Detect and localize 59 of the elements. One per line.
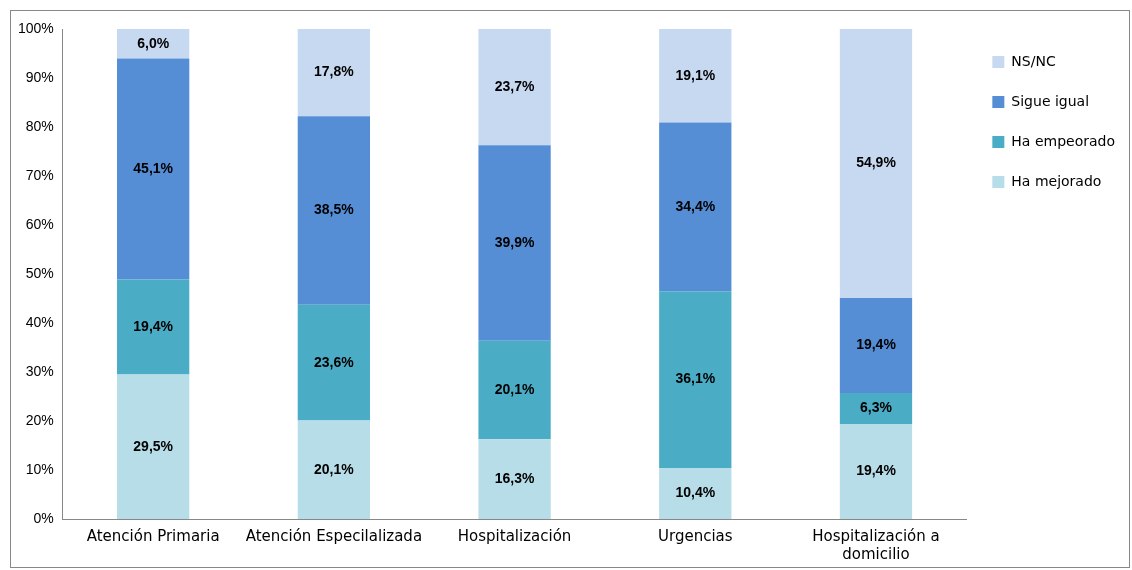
x-tick-label: Atención Primaria (86, 526, 220, 545)
data-label: 19,4% (856, 336, 897, 353)
bar (659, 468, 732, 519)
y-tick-label: 10% (25, 460, 54, 477)
y-tick-label: 70% (25, 166, 54, 183)
bar (659, 29, 732, 123)
y-tick-label: 20% (25, 411, 54, 428)
data-label: 36,1% (675, 370, 716, 387)
y-tick-label: 100% (17, 19, 54, 36)
bar (297, 304, 371, 421)
bar (117, 279, 190, 375)
bar (478, 340, 551, 440)
bar (117, 58, 190, 280)
legend-label: NS/NC (1011, 52, 1056, 69)
data-label: 54,9% (856, 154, 897, 171)
bar (839, 393, 913, 424)
bar (117, 374, 190, 519)
data-label: 23,7% (494, 77, 535, 94)
bar (478, 145, 551, 341)
data-label: 23,6% (314, 353, 355, 370)
bar (478, 29, 551, 146)
data-label: 20,1% (494, 380, 535, 397)
bar (297, 29, 371, 117)
data-label: 34,4% (675, 197, 716, 214)
data-label: 45,1% (133, 159, 174, 176)
data-label: 6,3% (860, 399, 893, 416)
data-label: 19,1% (675, 66, 716, 83)
data-label: 38,5% (314, 201, 355, 218)
bar (297, 420, 371, 519)
data-label: 16,3% (494, 469, 535, 486)
y-tick-label: 80% (25, 117, 54, 134)
data-label: 20,1% (314, 460, 355, 477)
bar (839, 423, 913, 519)
data-label: 6,0% (137, 34, 170, 51)
x-tick-label: Hospitalización (457, 526, 572, 545)
bar (839, 29, 913, 299)
y-tick-label: 60% (25, 215, 54, 232)
data-label: 10,4% (675, 484, 716, 501)
data-label: 19,4% (856, 462, 897, 479)
data-label: 39,9% (494, 233, 535, 250)
y-tick-label: 90% (25, 68, 54, 85)
data-label: 17,8% (314, 63, 355, 80)
data-label: 19,4% (133, 317, 174, 334)
legend-label: Ha empeorado (1011, 132, 1116, 149)
bar (659, 122, 732, 292)
bar (659, 291, 732, 469)
bar (297, 116, 371, 305)
y-tick-label: 50% (25, 264, 54, 281)
y-tick-label: 0% (33, 509, 54, 526)
x-tick-label: Hospitalización a domicilio (812, 526, 940, 563)
bar (478, 439, 551, 519)
data-label: 29,5% (133, 437, 174, 454)
bar (839, 298, 913, 394)
legend-label: Sigue igual (1011, 92, 1090, 109)
legend-label: Ha mejorado (1011, 172, 1102, 189)
x-tick-label: Urgencias (658, 526, 733, 545)
x-tick-label: Atención Especilalizada (245, 526, 423, 545)
y-tick-label: 40% (25, 313, 54, 330)
y-tick-label: 30% (25, 362, 54, 379)
